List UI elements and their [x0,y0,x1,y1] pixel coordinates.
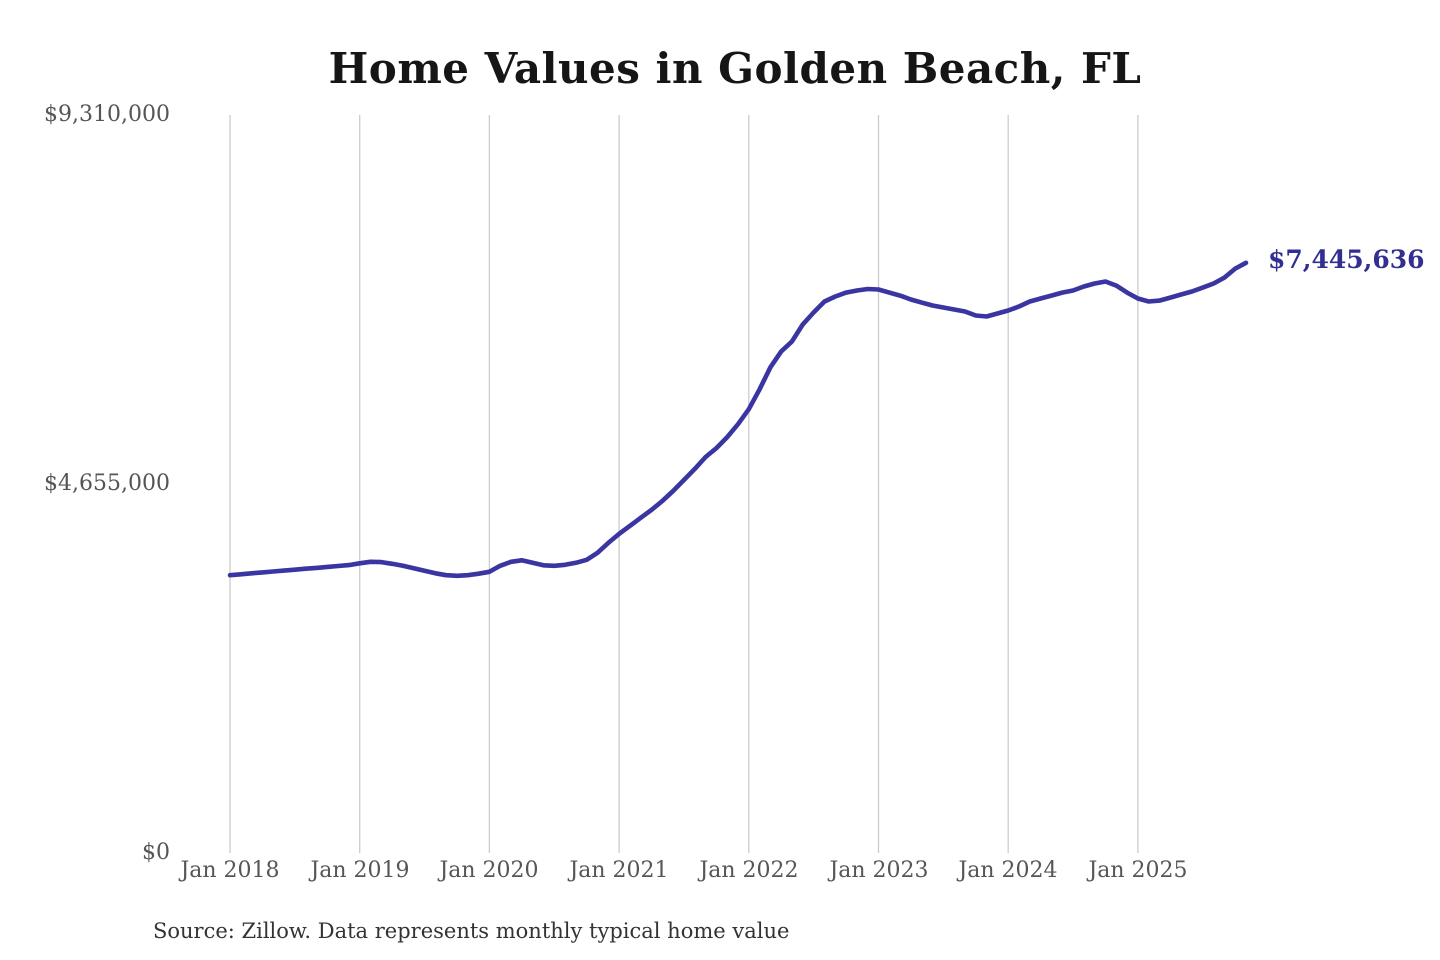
x-tick-label: Jan 2020 [439,858,539,883]
chart-title: Home Values in Golden Beach, FL [328,44,1142,93]
end-value-label: $7,445,636 [1268,245,1425,274]
value-line [227,260,1249,579]
x-tick-label: Jan 2023 [829,858,929,883]
x-tick-label: Jan 2025 [1088,858,1188,883]
y-tick-label: $4,655,000 [44,471,170,496]
y-tick-label: $9,310,000 [44,102,170,127]
x-tick-label: Jan 2024 [958,858,1058,883]
source-note: Source: Zillow. Data represents monthly … [153,919,790,943]
y-tick-label: $0 [142,840,170,865]
x-tick-label: Jan 2018 [180,858,280,883]
x-tick-label: Jan 2019 [310,858,410,883]
x-tick-label: Jan 2021 [569,858,669,883]
x-tick-label: Jan 2022 [699,858,799,883]
